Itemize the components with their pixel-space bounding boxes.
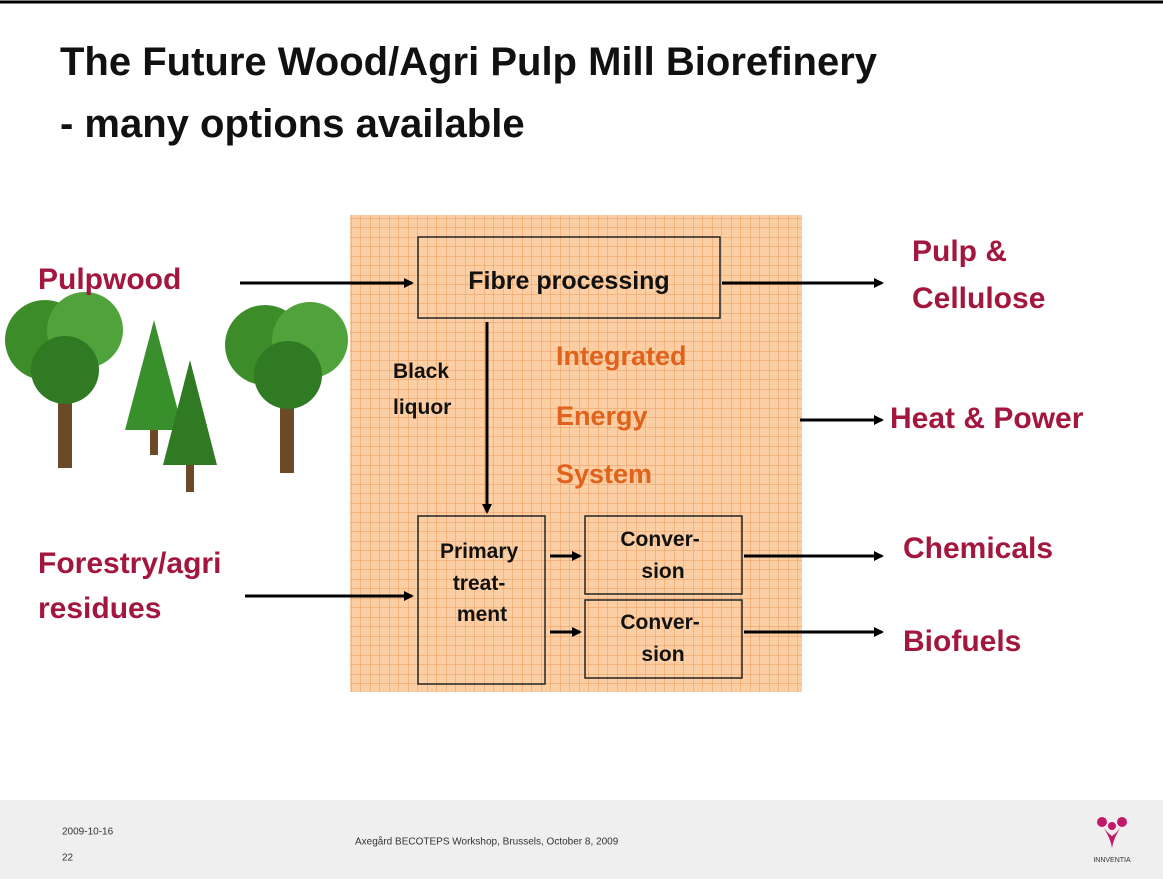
node-line: Fibre processing [468, 267, 669, 295]
title: The Future Wood/Agri Pulp Mill Biorefine… [60, 40, 888, 146]
footer-page: 22 [62, 853, 74, 864]
output-line: Chemicals [903, 532, 1053, 565]
output-line: Heat & Power [890, 402, 1084, 435]
center-line: Energy [556, 401, 648, 431]
node-line: sion [641, 643, 684, 666]
node-line: Conver- [620, 611, 699, 634]
output-line: Cellulose [912, 282, 1045, 315]
node-line: sion [641, 560, 684, 583]
node-line: Primary [440, 540, 519, 563]
title-line: The Future Wood/Agri Pulp Mill Biorefine… [60, 40, 878, 84]
edge-line: Black [393, 360, 449, 383]
edge-line: liquor [393, 396, 451, 419]
node-label: Fibre processing [468, 267, 669, 295]
output-line: Pulp & [912, 235, 1007, 268]
input: Pulpwood [38, 263, 181, 296]
input-line: Pulpwood [38, 263, 181, 296]
footer-logo: INNVENTIA [1093, 857, 1131, 864]
output: Heat & Power [890, 402, 1084, 435]
trees [5, 292, 348, 492]
footer-event: Axegård BECOTEPS Workshop, Brussels, Oct… [355, 836, 619, 848]
output: Pulp & Cellulose [912, 235, 1045, 315]
center-line: System [556, 459, 652, 489]
output-line: Biofuels [903, 625, 1021, 658]
input-line: residues [38, 592, 161, 625]
node-line: ment [457, 603, 507, 626]
node-line: treat- [453, 572, 506, 595]
node-line: Conver- [620, 528, 699, 551]
input: Forestry/agri residues [38, 547, 230, 625]
output: Biofuels [903, 625, 1021, 658]
footer-date: 2009-10-16 [62, 827, 114, 838]
center-line: Integrated [556, 341, 687, 371]
output: Chemicals [903, 532, 1053, 565]
title-line: - many options available [60, 102, 525, 146]
input-line: Forestry/agri [38, 547, 221, 580]
slide: The Future Wood/Agri Pulp Mill Biorefine… [0, 0, 1163, 879]
